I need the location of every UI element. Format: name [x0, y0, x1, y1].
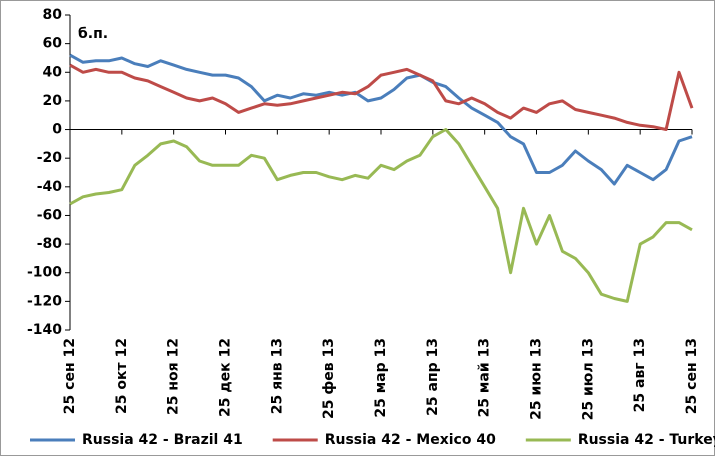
y-tick-label: -100: [27, 265, 62, 281]
legend-label: Russia 42 - Mexico 40: [325, 432, 496, 448]
annotation: б.п.: [78, 26, 108, 42]
y-tick-label: 60: [43, 36, 63, 52]
y-tick-label: -140: [27, 322, 62, 338]
legend-label: Russia 42 - Turkey 41: [578, 432, 715, 448]
x-tick-label: 25 янв 13: [269, 338, 285, 414]
x-tick-label: 25 май 13: [477, 338, 493, 417]
series-line: [69, 53, 693, 186]
x-tick-label: 25 апр 13: [425, 338, 441, 416]
x-tick-label: 25 окт 12: [114, 338, 130, 414]
x-tick-label: 25 ноя 12: [166, 338, 182, 415]
legend-label: Russia 42 - Brazil 41: [82, 432, 243, 448]
x-tick-label: 25 июн 13: [529, 338, 545, 420]
y-tick-label: -80: [37, 236, 63, 252]
y-tick-label: 80: [43, 7, 63, 23]
y-tick-label: -120: [27, 293, 62, 309]
x-tick-label: 25 авг 13: [632, 338, 648, 412]
x-tick-label: 25 июл 13: [580, 338, 596, 420]
y-tick-label: 20: [43, 93, 63, 109]
y-tick-label: -20: [37, 150, 63, 166]
y-tick-label: 40: [43, 64, 63, 80]
x-tick-label: 25 дек 12: [218, 338, 234, 417]
x-tick-label: 25 мар 13: [373, 338, 389, 418]
y-tick-label: -40: [37, 179, 63, 195]
y-tick-label: 0: [52, 122, 62, 138]
x-tick-label: 25 фев 13: [321, 338, 337, 419]
series-line: [69, 128, 693, 303]
x-tick-label: 25 сен 12: [62, 338, 78, 414]
x-tick-label: 25 сен 13: [684, 338, 700, 414]
y-tick-label: -60: [37, 207, 63, 223]
series-line: [69, 63, 694, 131]
